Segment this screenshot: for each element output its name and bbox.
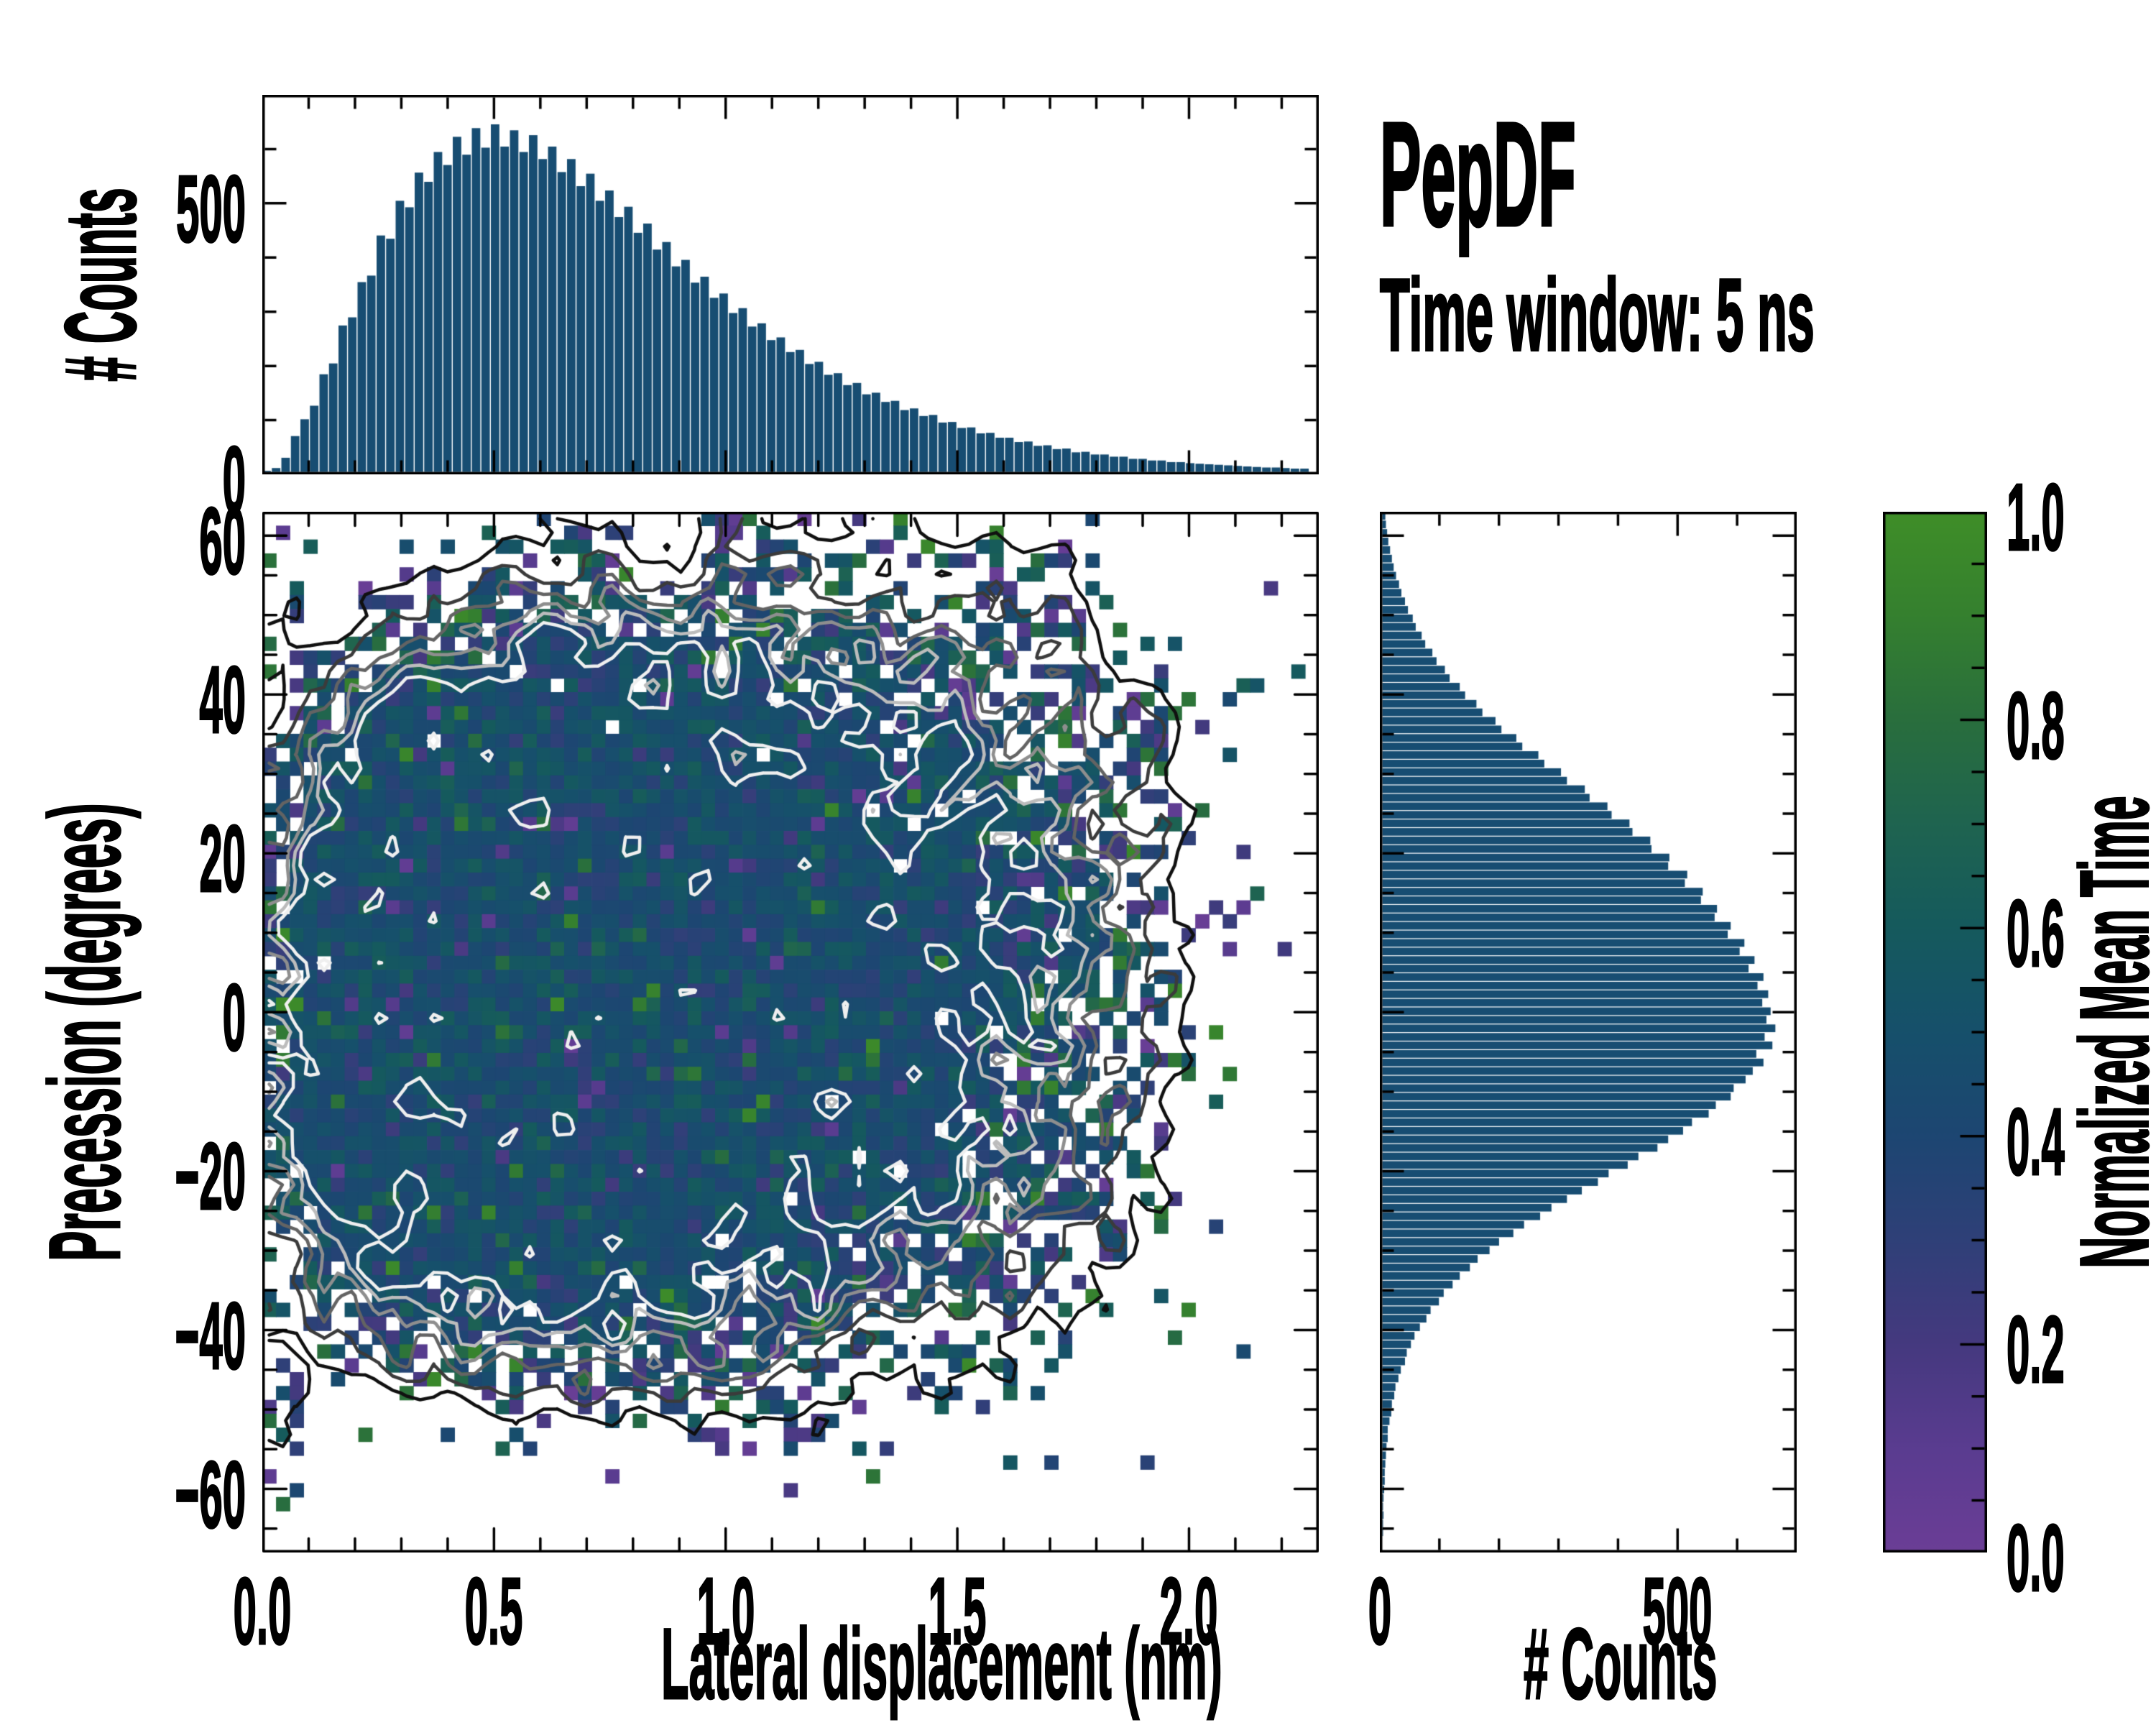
top-hist-tick-label: 500 [175, 155, 246, 262]
colorbar-tick-label: 0.8 [2006, 672, 2065, 778]
y-tick-label: −20 [175, 1123, 247, 1230]
x-tick-label: 0.0 [233, 1558, 292, 1664]
right-hist-tick-label: 0 [1368, 1558, 1392, 1664]
right-hist-tick-label: 500 [1642, 1558, 1713, 1664]
colorbar-tick-label: 0.2 [2006, 1297, 2065, 1403]
plot-subtitle: Time window: 5 ns [1379, 258, 1815, 372]
x-tick-label: 2.0 [1159, 1558, 1218, 1664]
colorbar-tick-label: 1.0 [2006, 464, 2065, 570]
top-histogram-canvas [262, 95, 1319, 474]
x-tick-label: 0.5 [464, 1558, 523, 1664]
y-tick-label: −60 [175, 1441, 247, 1547]
y-tick-label: 20 [199, 806, 247, 912]
colorbar-tick-label: 0.4 [2006, 1088, 2065, 1195]
colorbar-canvas [1883, 512, 1987, 1552]
top-hist-tick-label: 0 [222, 427, 247, 533]
colorbar-tick-label: 0.0 [2006, 1505, 2065, 1611]
colorbar-label: Normalized Mean Time [2059, 795, 2156, 1269]
main-heatmap-canvas [262, 512, 1319, 1552]
x-tick-label: 1.0 [696, 1558, 755, 1664]
y-tick-label: 40 [199, 647, 247, 753]
plot-title: PepDF [1379, 92, 1577, 257]
right-histogram-canvas [1380, 512, 1797, 1552]
colorbar-tick-label: 0.6 [2006, 880, 2065, 987]
y-tick-label: 0 [222, 965, 247, 1071]
x-tick-label: 1.5 [928, 1558, 987, 1664]
y-tick-label: −40 [175, 1282, 247, 1389]
y-tick-label: 60 [199, 488, 247, 594]
